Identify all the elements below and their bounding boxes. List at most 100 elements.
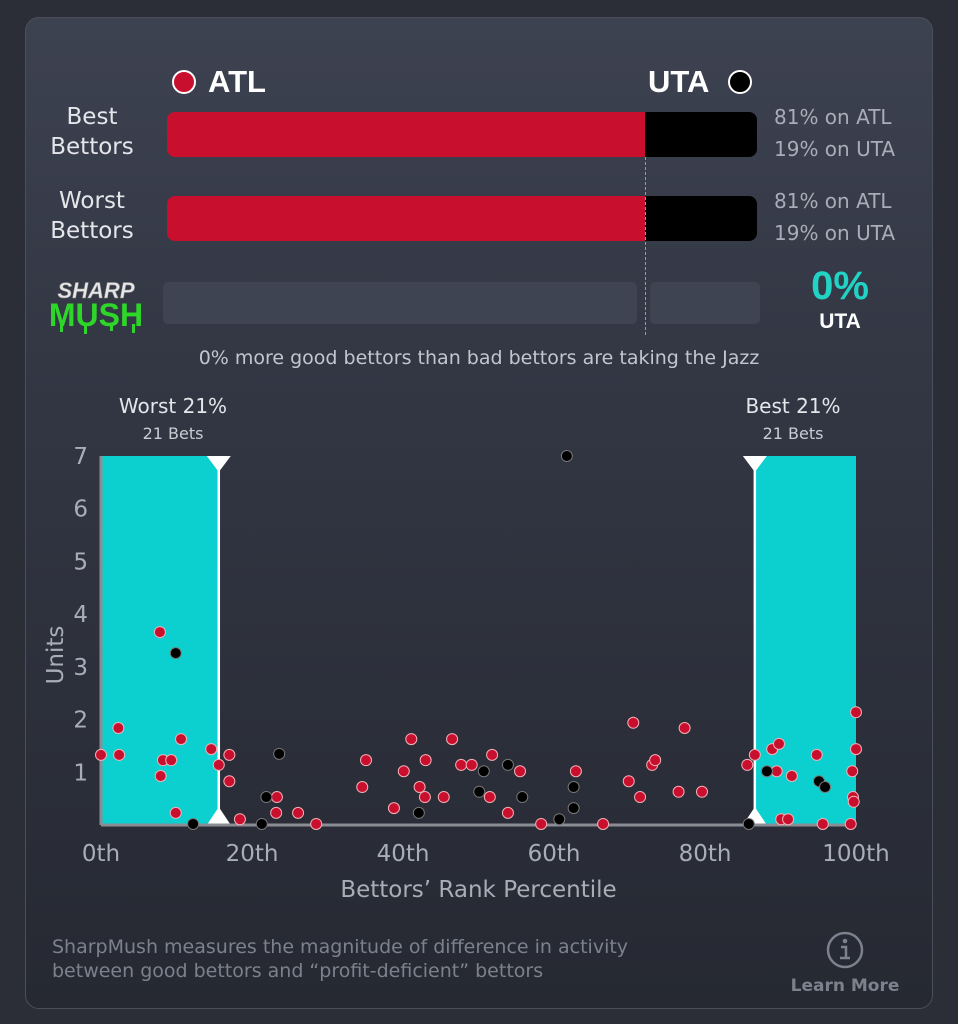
- learn-more-label: Learn More: [790, 976, 900, 996]
- worst-band-subtitle: 21 Bets: [142, 424, 204, 443]
- sharpmush-bar-left: [163, 282, 637, 324]
- atl-bet-point: [627, 716, 640, 729]
- best-band-title: Best 21%: [745, 394, 841, 418]
- split-indicator-line: [644, 157, 646, 335]
- atl-bet-point: [233, 813, 246, 826]
- uta-bet-point: [255, 817, 268, 830]
- footer-description: SharpMush measures the magnitude of diff…: [52, 935, 628, 983]
- atl-bet-point: [212, 758, 225, 771]
- uta-bet-point: [187, 817, 200, 830]
- uta-bet-point: [760, 765, 773, 778]
- uta-bet-point: [742, 817, 755, 830]
- uta-bet-point: [501, 758, 514, 771]
- row-label: Best Bettors: [27, 102, 157, 162]
- percentile-band: [101, 456, 219, 825]
- uta-percentage: 19% on UTA: [774, 221, 896, 245]
- atl-bet-point: [486, 748, 499, 761]
- team-right-label: UTA: [648, 64, 710, 99]
- y-tick-label: 3: [73, 655, 88, 681]
- y-tick-label: 7: [73, 444, 88, 470]
- x-tick-label: 20th: [226, 841, 279, 867]
- atl-bet-point: [223, 775, 236, 788]
- atl-bet-point: [270, 791, 283, 804]
- row-percentages: 81% on ATL 19% on UTA: [774, 101, 895, 165]
- atl-bet-point: [153, 626, 166, 639]
- atl-percentage: 81% on ATL: [774, 189, 892, 213]
- atl-bet-point: [649, 754, 662, 767]
- uta-bar-segment: [644, 196, 757, 241]
- uta-bet-point: [273, 747, 286, 760]
- sharpmush-logo: SHARP MUSH: [40, 276, 152, 338]
- atl-bet-point: [112, 722, 125, 735]
- atl-bet-point: [205, 743, 218, 756]
- row-label-line2: Bettors: [50, 218, 134, 244]
- best-band-subtitle: 21 Bets: [762, 424, 824, 443]
- atl-bet-point: [483, 791, 496, 804]
- learn-more-button[interactable]: Learn More: [785, 930, 905, 996]
- atl-bet-point: [846, 765, 859, 778]
- svg-text:MUSH: MUSH: [49, 297, 143, 333]
- info-icon: [826, 931, 864, 969]
- atl-color-dot: [172, 70, 196, 94]
- split-bar: [167, 112, 757, 157]
- uta-bet-point: [169, 647, 182, 660]
- x-tick-label: 60th: [528, 841, 581, 867]
- x-tick-label: 0th: [82, 841, 120, 867]
- atl-bet-point: [748, 748, 761, 761]
- band-top-marker: [742, 456, 767, 472]
- atl-bet-point: [695, 785, 708, 798]
- atl-bet-point: [847, 795, 860, 808]
- uta-percentage: 19% on UTA: [774, 137, 896, 161]
- atl-bet-point: [597, 817, 610, 830]
- x-tick-label: 100th: [822, 841, 890, 867]
- atl-bet-point: [446, 733, 459, 746]
- team-left-label: ATL: [208, 64, 266, 99]
- uta-bet-point: [819, 781, 832, 794]
- x-tick-label: 40th: [377, 841, 430, 867]
- atl-bet-point: [154, 769, 167, 782]
- split-bar: [167, 196, 757, 241]
- footer-description-line1: SharpMush measures the magnitude of diff…: [52, 936, 629, 958]
- uta-bet-point: [567, 781, 580, 794]
- sharpmush-value: 0%: [811, 264, 869, 308]
- sharpmush-team: UTA: [819, 310, 861, 333]
- atl-bet-point: [678, 722, 691, 735]
- atl-bet-point: [169, 806, 182, 819]
- uta-bet-point: [567, 802, 580, 815]
- uta-bet-point: [553, 813, 566, 826]
- atl-bet-point: [850, 743, 862, 756]
- atl-bet-point: [165, 754, 178, 767]
- atl-bet-point: [419, 754, 432, 767]
- worst-band-title: Worst 21%: [118, 394, 228, 418]
- sharpmush-bar-right: [650, 282, 760, 324]
- atl-bet-point: [455, 758, 468, 771]
- atl-bet-point: [356, 781, 369, 794]
- atl-bet-point: [772, 737, 785, 750]
- uta-bet-point: [477, 765, 490, 778]
- atl-bet-point: [175, 733, 188, 746]
- atl-bet-point: [360, 754, 373, 767]
- atl-bet-point: [782, 813, 795, 826]
- row-label-line2: Bettors: [50, 134, 134, 160]
- atl-bet-point: [622, 775, 635, 788]
- uta-bar-segment: [644, 112, 757, 157]
- atl-bet-point: [270, 806, 283, 819]
- atl-bet-point: [672, 785, 685, 798]
- uta-bet-point: [260, 791, 273, 804]
- band-bottom-marker: [206, 807, 231, 825]
- y-tick-label: 5: [73, 549, 88, 575]
- footer-description-line2: between good bettors and “profit-deficie…: [52, 960, 544, 982]
- atl-bet-point: [223, 748, 236, 761]
- atl-bet-point: [397, 765, 410, 778]
- atl-bet-point: [535, 817, 548, 830]
- percentile-band: [754, 456, 856, 825]
- atl-bet-point: [418, 791, 431, 804]
- atl-bet-point: [810, 748, 823, 761]
- atl-bet-point: [514, 765, 527, 778]
- svg-text:SHARP: SHARP: [57, 278, 134, 303]
- atl-bet-point: [844, 817, 857, 830]
- atl-bet-point: [785, 769, 798, 782]
- uta-bet-point: [560, 450, 573, 462]
- y-axis-title: Units: [43, 626, 69, 685]
